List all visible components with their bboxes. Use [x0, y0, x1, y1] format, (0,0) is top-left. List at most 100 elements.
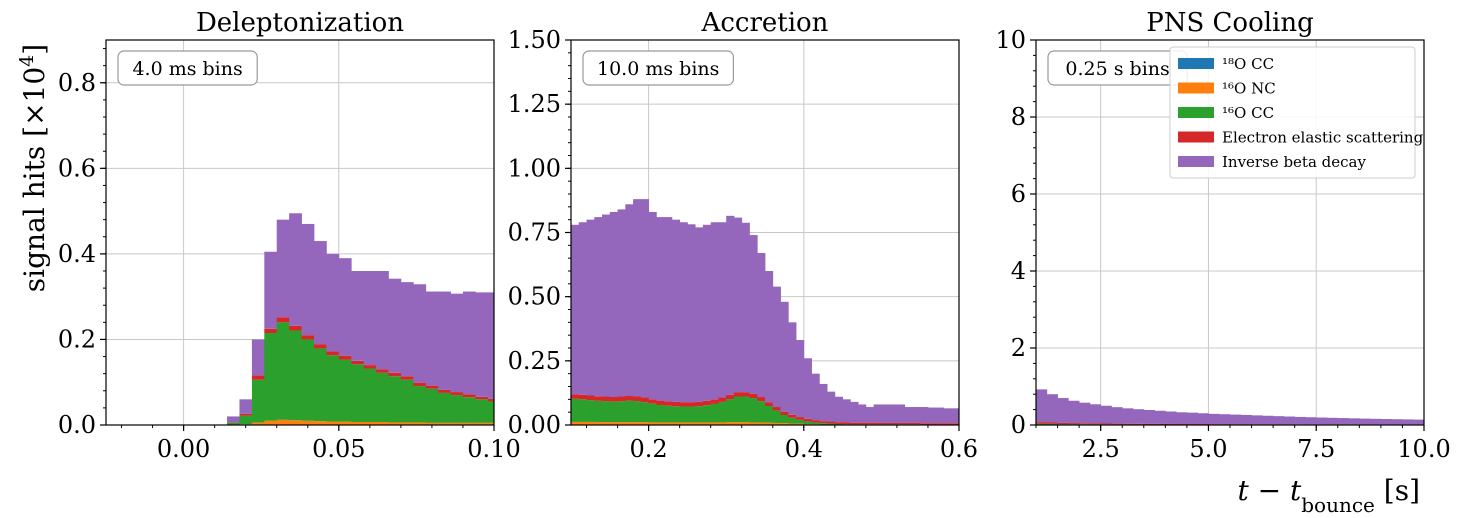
- bar--o-cc: [656, 404, 665, 423]
- bar-electron-elastic-scattering: [1057, 422, 1069, 425]
- bar-inverse-beta-decay: [943, 408, 952, 424]
- bar-electron-elastic-scattering: [264, 328, 278, 334]
- bar-electron-elastic-scattering: [1036, 422, 1048, 424]
- bar-inverse-beta-decay: [741, 222, 750, 393]
- bin-annotation: 4.0 ms bins: [117, 50, 258, 86]
- bar-electron-elastic-scattering: [943, 423, 952, 425]
- panels: 0.00 0.05 0.10 0.0 0.2 0.4 0.6 0.8 Deleptonizati…: [58, 8, 1451, 463]
- bar--o-cc: [413, 386, 427, 423]
- bar-inverse-beta-decay: [671, 219, 681, 402]
- ticks: 2.5 5.0 7.5 10.0 0 2 4 6 8 10: [995, 26, 1450, 463]
- bar-electron-elastic-scattering: [858, 422, 867, 425]
- bar-inverse-beta-decay: [850, 401, 859, 423]
- bar-inverse-beta-decay: [648, 211, 657, 400]
- bar-inverse-beta-decay: [881, 404, 890, 423]
- bar--o-cc: [749, 398, 758, 423]
- bar-inverse-beta-decay: [819, 383, 828, 422]
- bar--o-nc: [450, 422, 464, 425]
- bar-inverse-beta-decay: [313, 241, 327, 345]
- y-tick-label: 0.2: [58, 325, 96, 353]
- bar--o-nc: [710, 422, 719, 425]
- bar--o-nc: [726, 422, 735, 425]
- bar--o-cc: [594, 400, 603, 423]
- bar--o-cc: [710, 403, 719, 423]
- bar--o-cc: [679, 406, 688, 423]
- bar--o-nc: [772, 422, 781, 425]
- bar-inverse-beta-decay: [227, 416, 240, 423]
- bar-inverse-beta-decay: [656, 217, 665, 401]
- bar-inverse-beta-decay: [1240, 414, 1252, 425]
- bar-electron-elastic-scattering: [920, 423, 929, 425]
- bar-electron-elastic-scattering: [609, 397, 618, 402]
- bar--o-nc: [625, 422, 634, 425]
- y-tick-label: 10: [995, 26, 1026, 54]
- bin-annotation: 0.25 s bins: [1047, 50, 1188, 86]
- bin-annotation: 10.0 ms bins: [582, 50, 734, 86]
- bar--o-nc: [301, 420, 315, 425]
- bar-electron-elastic-scattering: [664, 401, 673, 406]
- bar-inverse-beta-decay: [664, 217, 673, 402]
- legend-label: Inverse beta decay: [1222, 153, 1366, 171]
- bar--o-cc: [388, 376, 402, 423]
- bar-electron-elastic-scattering: [827, 421, 836, 424]
- bar--o-cc: [827, 423, 836, 425]
- bar-inverse-beta-decay: [1305, 417, 1317, 425]
- panel-title: Deleptonization: [196, 8, 404, 38]
- legend-swatch: [1178, 58, 1214, 69]
- bar-electron-elastic-scattering: [772, 407, 781, 411]
- bar--o-cc: [718, 401, 727, 423]
- bar-electron-elastic-scattering: [363, 365, 377, 369]
- x-tick-label: 0.2: [630, 435, 668, 463]
- bar--o-cc: [796, 419, 805, 424]
- bar--o-cc: [633, 401, 642, 423]
- bar-inverse-beta-decay: [1294, 416, 1306, 425]
- bar-inverse-beta-decay: [1327, 417, 1339, 425]
- bar-inverse-beta-decay: [289, 213, 302, 326]
- bar--o-nc: [438, 422, 451, 425]
- bar-electron-elastic-scattering: [904, 422, 913, 425]
- bar-electron-elastic-scattering: [276, 317, 290, 323]
- bar-electron-elastic-scattering: [301, 335, 315, 340]
- bar-inverse-beta-decay: [1380, 419, 1393, 425]
- bar-inverse-beta-decay: [1089, 404, 1102, 424]
- bar-electron-elastic-scattering: [679, 402, 688, 407]
- legend-label: Electron elastic scattering: [1222, 129, 1424, 147]
- bar--o-nc: [664, 422, 673, 425]
- bar-electron-elastic-scattering: [326, 351, 340, 356]
- bar-electron-elastic-scattering: [757, 397, 766, 402]
- y-tick-label: 0.4: [58, 240, 96, 268]
- axes-frame: [105, 39, 495, 426]
- bar--o-cc: [819, 423, 828, 425]
- bar-electron-elastic-scattering: [951, 423, 959, 425]
- y-axis-label: signal hits [×104]: [16, 44, 51, 292]
- panel-title: PNS Cooling: [1146, 8, 1314, 38]
- bar-electron-elastic-scattering: [1068, 423, 1080, 425]
- bars: [571, 199, 959, 425]
- legend-swatch: [1178, 107, 1214, 118]
- bar-electron-elastic-scattering: [487, 398, 494, 402]
- bar-electron-elastic-scattering: [1197, 424, 1209, 425]
- bar--o-cc: [1046, 423, 1058, 425]
- bar--o-nc: [571, 421, 580, 425]
- bar-inverse-beta-decay: [276, 219, 290, 318]
- bar-electron-elastic-scattering: [413, 382, 427, 387]
- bar-electron-elastic-scattering: [819, 421, 828, 424]
- bar-inverse-beta-decay: [413, 284, 427, 383]
- bar-electron-elastic-scattering: [617, 396, 626, 402]
- bar--o-cc: [664, 405, 673, 423]
- bar-electron-elastic-scattering: [881, 422, 890, 425]
- bar-inverse-beta-decay: [609, 211, 618, 398]
- bar-electron-elastic-scattering: [251, 375, 265, 380]
- bar--o-cc: [726, 399, 735, 423]
- bar-inverse-beta-decay: [1057, 398, 1069, 423]
- bar-inverse-beta-decay: [1370, 418, 1382, 425]
- bar-electron-elastic-scattering: [400, 376, 414, 380]
- bar--o-cc: [640, 402, 649, 423]
- bar-inverse-beta-decay: [1111, 407, 1123, 424]
- bar--o-nc: [788, 423, 797, 425]
- bar--o-nc: [733, 422, 743, 425]
- bar--o-nc: [687, 422, 696, 425]
- bar-electron-elastic-scattering: [927, 423, 937, 425]
- bar-inverse-beta-decay: [1154, 410, 1166, 424]
- bar--o-cc: [351, 364, 365, 423]
